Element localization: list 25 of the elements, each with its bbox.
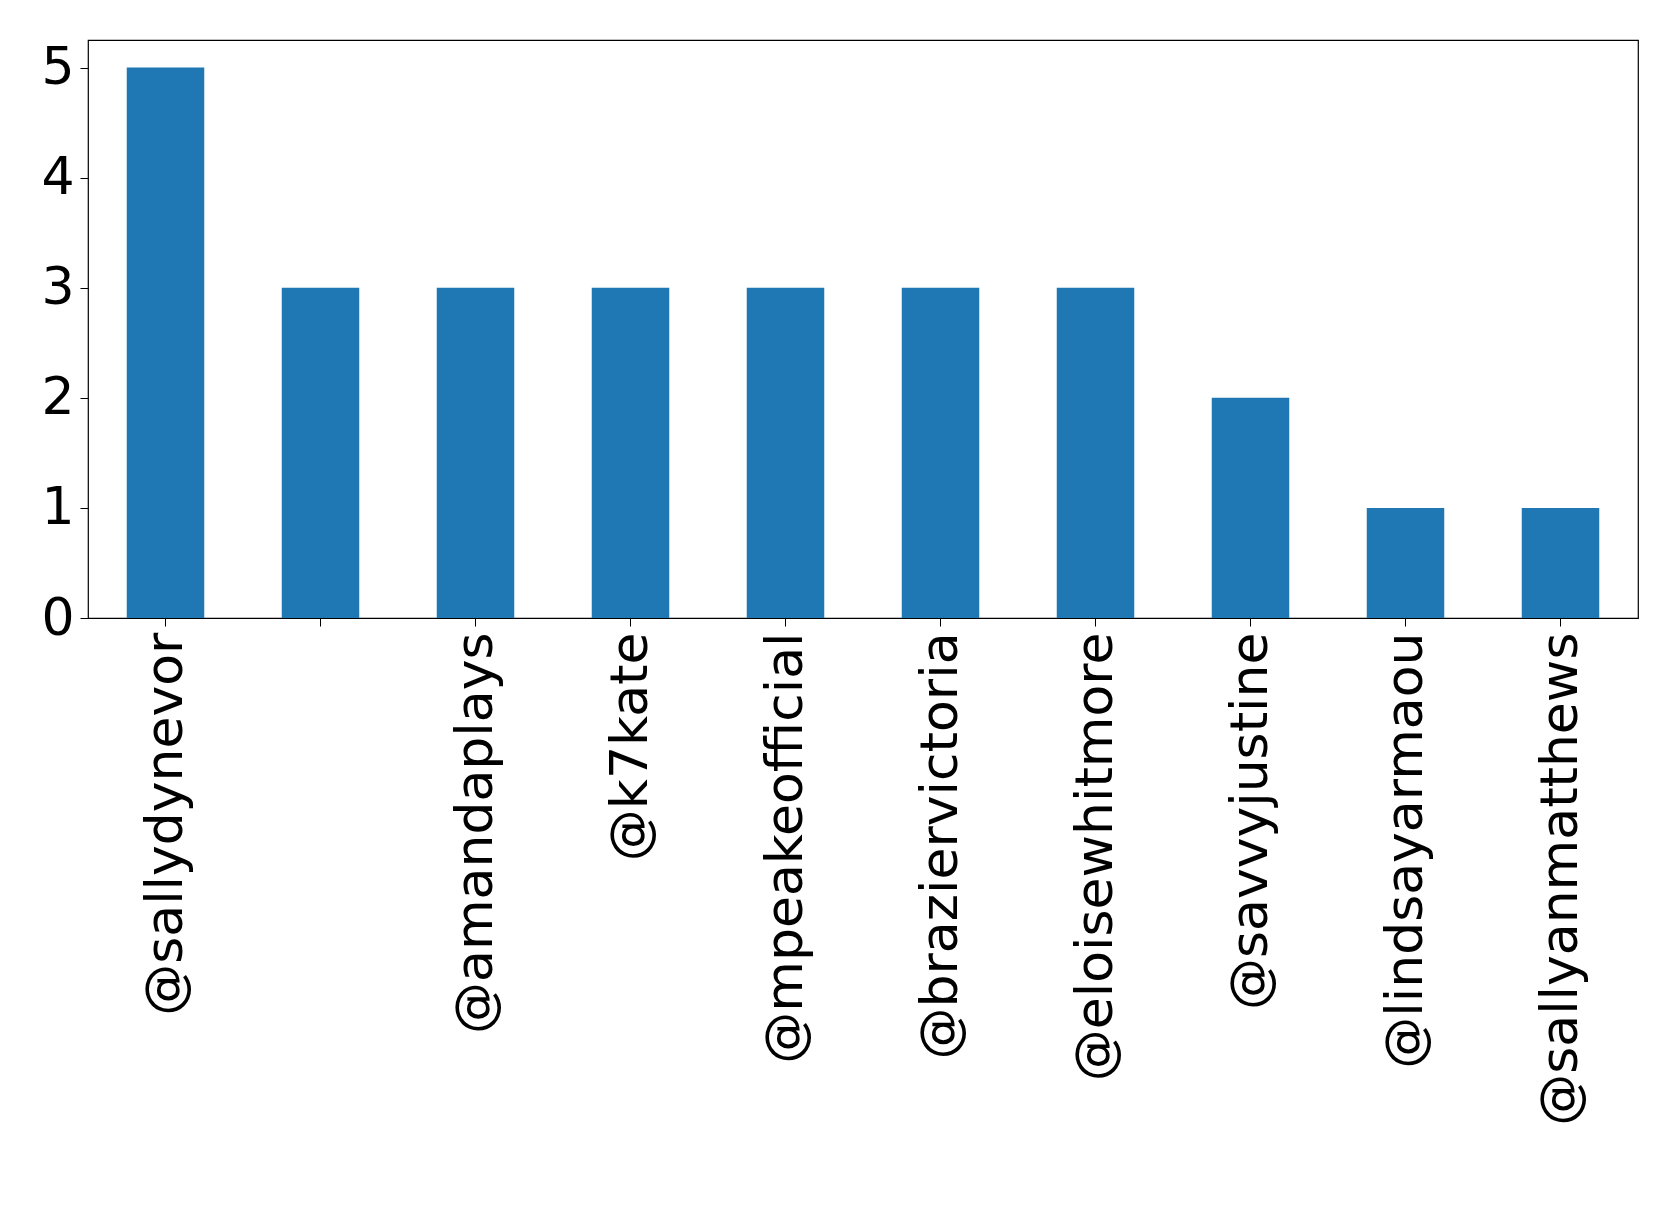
x-tick-label: @mpeakeofficial [753, 632, 814, 1064]
bar [126, 67, 205, 618]
x-tick-label: @eloisewhitmore [1063, 632, 1124, 1082]
x-tick-label: @braziervictoria [908, 632, 969, 1060]
bar [1521, 507, 1600, 618]
y-tick-label: 1 [41, 476, 75, 537]
x-tick-label: @k7kate [598, 632, 659, 862]
bar [1056, 287, 1135, 618]
y-tick-label: 4 [41, 146, 75, 207]
x-tick-label: @lindsayarmaou [1373, 632, 1434, 1069]
bar [1211, 397, 1290, 618]
bar [436, 287, 515, 618]
y-tick-label: 5 [41, 36, 75, 97]
x-tick-label: @sallydynevor [133, 631, 194, 1016]
bar [281, 287, 360, 618]
bar [746, 287, 825, 618]
bar [1366, 507, 1445, 618]
y-tick-label: 3 [41, 256, 75, 317]
y-tick-label: 0 [41, 586, 75, 647]
x-tick-label: @savvyjustine [1218, 632, 1279, 1011]
x-tick-label: @amandaplays [443, 632, 504, 1034]
bar [901, 287, 980, 618]
x-tick-label: @sallyanmatthews [1528, 632, 1589, 1126]
y-tick-label: 2 [41, 366, 75, 427]
bar [591, 287, 670, 618]
